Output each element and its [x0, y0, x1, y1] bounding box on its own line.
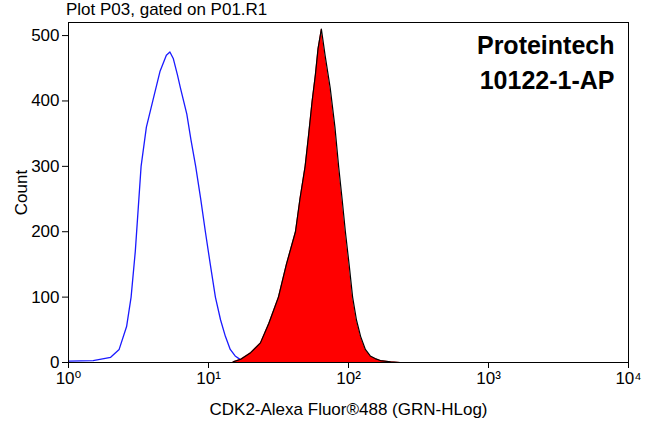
- svg-text:10⁰: 10⁰: [56, 369, 82, 388]
- svg-text:100: 100: [31, 288, 59, 307]
- svg-text:10¹: 10¹: [196, 369, 221, 388]
- svg-text:10²: 10²: [336, 369, 361, 388]
- svg-text:10³: 10³: [476, 369, 501, 388]
- html-text:Plot P03, gated on P01.R1: Plot P03, gated on P01.R1: [66, 0, 268, 19]
- svg-text:CDK2-Alexa Fluor®488 (GRN-HLog: CDK2-Alexa Fluor®488 (GRN-HLog): [209, 400, 487, 419]
- svg-text:Count: Count: [12, 170, 31, 216]
- svg-text:200: 200: [31, 222, 59, 241]
- svg-text:500: 500: [31, 26, 59, 45]
- svg-text:10122-1-AP: 10122-1-AP: [480, 66, 615, 94]
- svg-text:Proteintech: Proteintech: [477, 31, 615, 59]
- svg-text:0: 0: [50, 352, 60, 372]
- svg-text:400: 400: [31, 91, 59, 110]
- svg-text:10⁴: 10⁴: [615, 369, 641, 388]
- svg-text:300: 300: [31, 157, 59, 176]
